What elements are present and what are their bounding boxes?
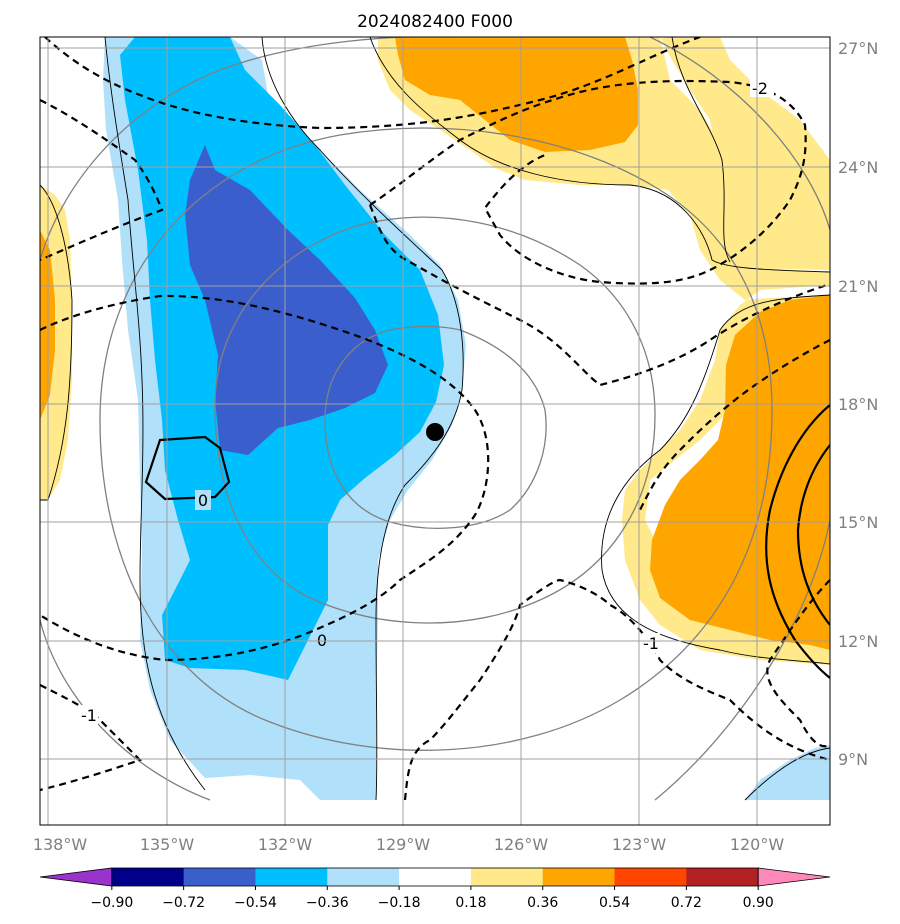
colorbar-label: −0.18 xyxy=(378,895,421,911)
lat-tick-label: 18°N xyxy=(838,395,878,414)
contour-label: 0 xyxy=(198,491,208,510)
colorbar-extend-high xyxy=(757,867,831,887)
lon-tick-label: 120°W xyxy=(730,835,785,854)
lon-tick-label: 138°W xyxy=(33,835,88,854)
colorbar-segment xyxy=(614,868,687,886)
map-title: 2024082400 F000 xyxy=(357,12,513,32)
colorbar-label: −0.90 xyxy=(90,895,133,911)
solid-contours xyxy=(144,404,830,679)
lon-tick-label: 135°W xyxy=(140,835,195,854)
colorbar-segment xyxy=(255,868,328,886)
lon-tick-label: 132°W xyxy=(258,835,313,854)
colorbar-label: −0.54 xyxy=(234,895,277,911)
colorbar-label: 0.18 xyxy=(455,895,486,911)
lat-tick-label: 21°N xyxy=(838,277,878,296)
lon-tick-label: 126°W xyxy=(494,835,549,854)
lon-tick-label: 123°W xyxy=(612,835,667,854)
colorbar-label: −0.36 xyxy=(306,895,349,911)
colorbar-label: 0.72 xyxy=(671,895,702,911)
lat-tick-label: 9°N xyxy=(838,750,868,769)
colorbar: −0.90 −0.72 −0.54 −0.36 −0.18 0.18 0.36 0.54 0.7… xyxy=(39,867,831,911)
map-frame xyxy=(39,36,831,826)
lat-tick-labels: 27°N 24°N 21°N 18°N 15°N 12°N 9°N xyxy=(838,39,878,769)
colorbar-frame xyxy=(111,867,759,887)
anomaly-darkblue-region xyxy=(185,145,388,455)
contour-label: -2 xyxy=(752,79,768,98)
colorbar-label: 0.54 xyxy=(599,895,630,911)
lat-tick-label: 24°N xyxy=(838,158,878,177)
gridlines xyxy=(40,37,830,825)
colorbar-segment xyxy=(399,868,472,886)
anomaly-top-orange xyxy=(395,37,638,152)
colorbar-segment xyxy=(686,868,759,886)
thin-outlines xyxy=(40,37,830,801)
contour-label: -1 xyxy=(643,634,659,653)
colorbar-segment xyxy=(470,868,544,886)
colorbar-label: 0.36 xyxy=(527,895,558,911)
colorbar-segment xyxy=(111,868,185,886)
anomaly-top-yellow-main xyxy=(378,37,830,665)
anomaly-right-orange xyxy=(650,295,830,650)
contour-label: -1 xyxy=(81,706,97,725)
lat-tick-label: 27°N xyxy=(838,39,878,58)
storm-center-marker xyxy=(426,423,444,441)
lat-tick-label: 15°N xyxy=(838,513,878,532)
colorbar-segment xyxy=(183,868,256,886)
colorbar-extend-low xyxy=(39,867,113,887)
map-area: -2 0 0 -1 -1 xyxy=(40,37,830,825)
anomaly-top-yellow xyxy=(378,37,830,270)
lon-tick-labels: 138°W 135°W 132°W 129°W 126°W 123°W 120°… xyxy=(33,835,785,854)
colorbar-segment xyxy=(542,868,616,886)
lat-tick-label: 12°N xyxy=(838,632,878,651)
colorbar-label: −0.72 xyxy=(162,895,205,911)
dashed-contours xyxy=(40,37,830,801)
lon-tick-label: 129°W xyxy=(376,835,431,854)
colorbar-label: 0.90 xyxy=(743,895,774,911)
colorbar-segment xyxy=(327,868,400,886)
